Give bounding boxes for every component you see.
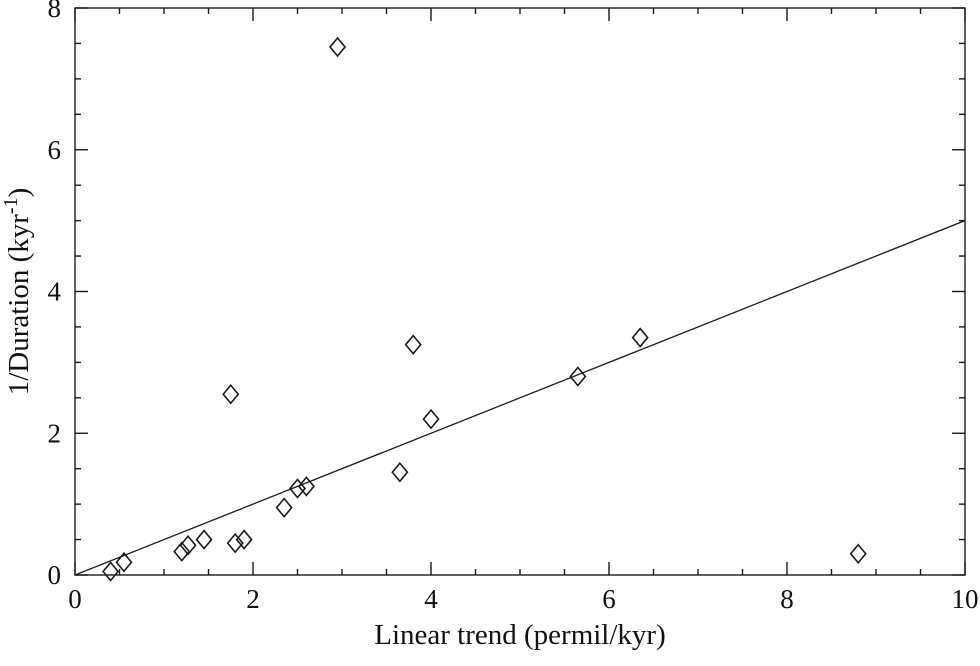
data-point-marker	[102, 561, 120, 582]
data-point-marker	[288, 478, 307, 499]
x-tick-label: 2	[246, 584, 260, 614]
tick-labels: 0 2 4 6 8 10 0 2 4 6 8	[48, 0, 979, 614]
ticks	[74, 7, 966, 576]
data-point-marker	[226, 532, 244, 554]
data-point-marker	[115, 551, 133, 573]
data-point-marker	[173, 541, 191, 562]
x-tick-label: 6	[602, 584, 616, 614]
data-point-marker	[422, 408, 440, 430]
data-point-marker	[569, 366, 587, 387]
data-point-marker	[849, 543, 867, 564]
data-point-marker	[404, 334, 422, 355]
data-point-marker	[195, 529, 213, 550]
x-tick-label: 0	[68, 584, 82, 614]
data-point-marker	[235, 529, 253, 550]
y-tick-label: 0	[48, 560, 62, 590]
data-point-marker	[391, 461, 409, 483]
x-tick-label: 4	[424, 584, 438, 614]
data-point-marker	[275, 497, 293, 518]
y-axis-label: 1/Duration (kyr-1)	[0, 188, 35, 396]
data-points	[102, 36, 867, 582]
y-tick-label: 2	[48, 418, 62, 448]
data-point-marker	[297, 476, 315, 497]
data-point-marker	[631, 327, 649, 348]
x-tick-label: 10	[952, 584, 979, 614]
x-axis-label: Linear trend (permil/kyr)	[374, 619, 666, 651]
y-tick-label: 6	[48, 135, 62, 165]
data-point-marker	[179, 534, 197, 556]
data-point-marker	[329, 36, 347, 58]
y-tick-label: 4	[48, 277, 62, 307]
fit-line	[74, 220, 966, 576]
data-point-marker	[222, 384, 240, 405]
x-tick-label: 8	[780, 584, 794, 614]
y-tick-label: 8	[48, 0, 62, 23]
